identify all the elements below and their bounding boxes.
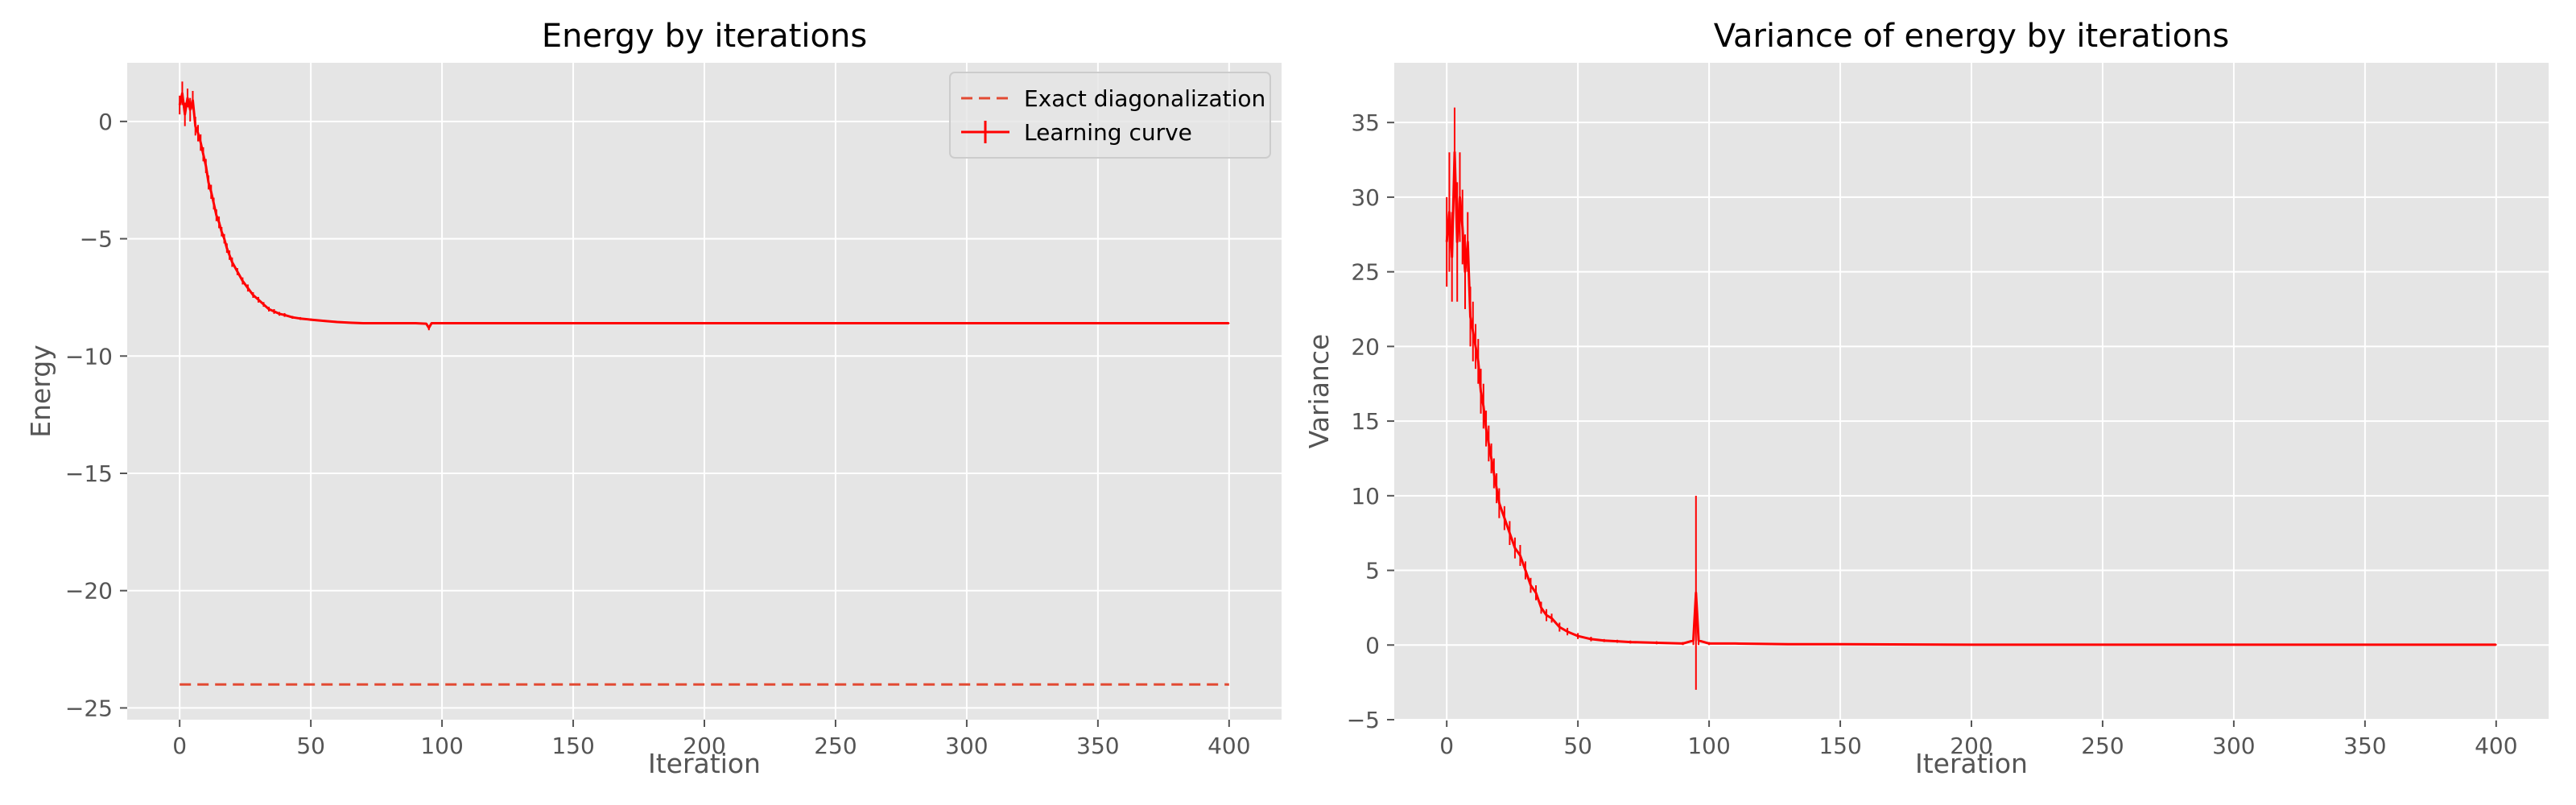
energy-x-tick-label: 250 [814,733,857,759]
variance-y-tick-label: 15 [1351,408,1380,435]
energy-x-tick-label: 50 [296,733,325,759]
variance-y-tick-label: 5 [1365,558,1380,584]
variance-x-tick-label: 250 [2081,733,2124,759]
energy-x-tick-label: 300 [945,733,988,759]
variance-chart: 0 50 100 150 200 250 300 350 40035302520151050−5… [1303,18,2549,779]
energy-legend-box [949,72,1271,159]
variance-x-tick-label: 150 [1818,733,1861,759]
variance-x-tick-label: 350 [2343,733,2386,759]
energy-y-tick-label: −5 [80,226,113,253]
energy-x-tick-label: 150 [551,733,594,759]
energy-chart: 0 50 100 150 200 250 300 350 400 0 −5 −10 −15 −20 −25 E… [25,18,1282,779]
variance-y-tick-label: 35 [1351,109,1380,136]
legend-label: Exact diagonalization [1024,85,1265,112]
energy-y-tick-label: −15 [65,460,113,487]
variance-y-tick-label: 30 [1351,184,1380,211]
variance-x-tick-label: 50 [1563,733,1592,759]
variance-x-tick-label: 200 [1950,733,1992,759]
variance-x-tick-label: 0 [1439,733,1454,759]
legend-label: Learning curve [1024,119,1192,146]
energy-y-tick-label: 0 [98,109,113,135]
energy-x-tick-label: 100 [420,733,463,759]
variance-y-tick-label: 25 [1351,259,1380,286]
variance-y-tick-label: −5 [1347,707,1380,733]
energy-x-tick-label: 400 [1208,733,1250,759]
variance-xlabel: Iteration [1915,748,2028,779]
variance-ylabel: Variance [1303,334,1335,449]
energy-y-tick-label: −20 [65,578,113,605]
variance-y-tick-label: 0 [1365,632,1380,658]
variance-x-tick-label: 100 [1687,733,1730,759]
energy-x-tick-label: 200 [683,733,725,759]
energy-y-tick-label: −25 [65,695,113,721]
energy-x-tick-label: 0 [172,733,187,759]
energy-x-tick-label: 350 [1076,733,1119,759]
energy-y-tick-label: −10 [65,343,113,369]
variance-y-tick-label: 10 [1351,483,1380,510]
variance-y-tick-label: 20 [1351,333,1380,360]
energy-ylabel: Energy [25,345,56,438]
variance-x-tick-label: 400 [2475,733,2517,759]
energy-xlabel: Iteration [648,748,761,779]
variance-x-tick-label: 300 [2212,733,2255,759]
variance-chart-title: Variance of energy by iterations [1714,18,2229,55]
energy-legend: Exact diagonalization Learning curve [949,72,1271,159]
variance-series-line [1445,151,2496,646]
energy-chart-title: Energy by iterations [542,18,867,55]
learning-curve-line [178,92,1229,329]
